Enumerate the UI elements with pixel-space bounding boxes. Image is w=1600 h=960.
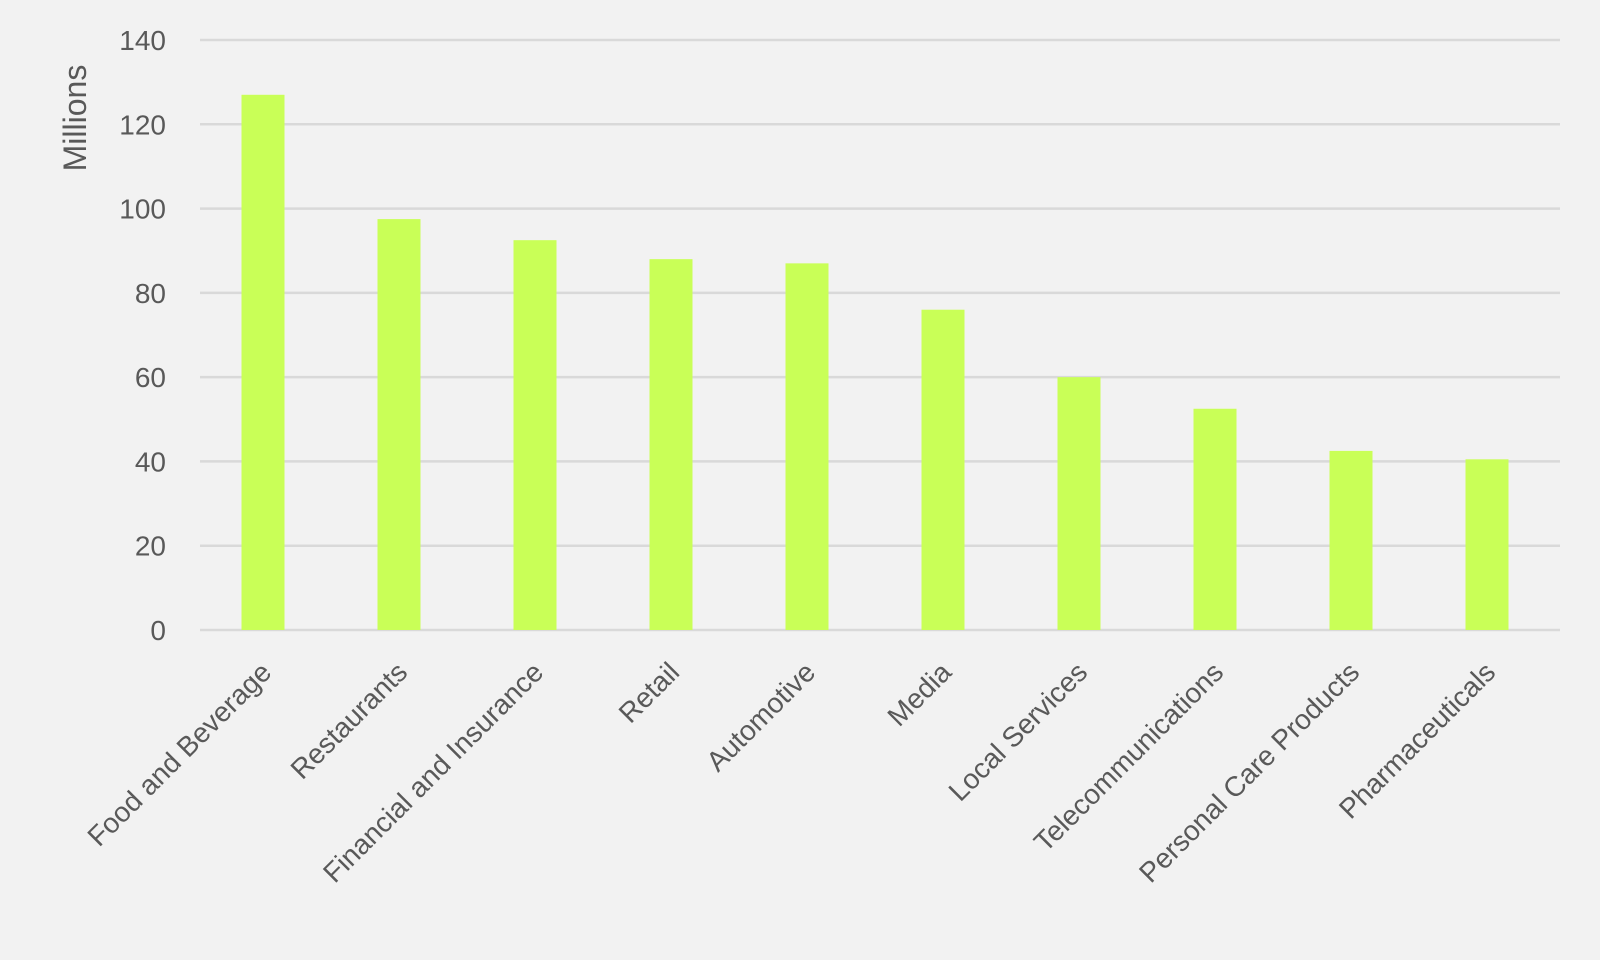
x-category-label: Food and Beverage	[81, 656, 277, 852]
y-tick-label: 0	[150, 615, 166, 646]
x-category-label: Financial and Insurance	[317, 656, 549, 888]
y-tick-label: 20	[135, 531, 166, 562]
y-tick-label: 140	[119, 25, 166, 56]
gridlines	[200, 38, 1560, 632]
bar-automotive	[785, 263, 829, 630]
y-axis-title: Millions	[57, 65, 93, 172]
bar-personal-care-products	[1329, 450, 1373, 630]
bar-telecommunications	[1193, 408, 1237, 630]
bar-food-and-beverage	[241, 94, 285, 631]
y-tick-label: 40	[135, 446, 166, 477]
y-tick-label: 80	[135, 278, 166, 309]
bar-local-services	[1057, 377, 1101, 630]
x-category-label: Local Services	[943, 656, 1094, 807]
x-category-label: Personal Care Products	[1133, 656, 1365, 888]
x-category-label: Restaurants	[285, 656, 414, 785]
y-tick-label: 100	[119, 194, 166, 225]
bar-restaurants	[377, 219, 421, 630]
x-category-label: Retail	[613, 656, 686, 729]
x-category-label: Automotive	[700, 656, 821, 777]
bar-media	[921, 309, 965, 630]
bars	[241, 94, 1509, 631]
y-tick-label: 60	[135, 362, 166, 393]
bar-financial-and-insurance	[513, 240, 557, 630]
y-tick-label: 120	[119, 109, 166, 140]
bar-retail	[649, 259, 693, 630]
x-category-label: Media	[881, 656, 957, 732]
bar-pharmaceuticals	[1465, 459, 1509, 630]
y-axis-ticks: 0 20 40 60 80 100 120 140	[119, 25, 166, 646]
